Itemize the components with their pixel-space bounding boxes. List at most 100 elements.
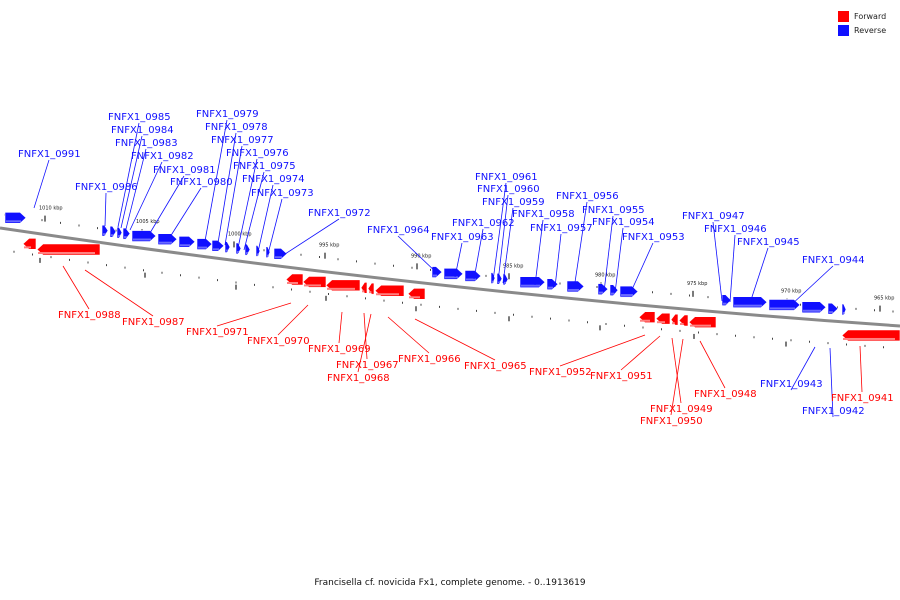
genome-backbone bbox=[0, 226, 900, 328]
gene-shade bbox=[213, 248, 219, 251]
leader-line bbox=[357, 313, 372, 373]
gene-label-fnfx1-0977[interactable]: FNFX1_0977 bbox=[211, 135, 274, 146]
leader-line bbox=[712, 221, 723, 302]
leader-line bbox=[117, 122, 140, 228]
leader-line bbox=[84, 269, 154, 317]
gene-label-fnfx1-0964[interactable]: FNFX1_0964 bbox=[367, 225, 430, 236]
leader-line bbox=[104, 192, 107, 227]
gene-label-fnfx1-0968[interactable]: FNFX1_0968 bbox=[327, 373, 390, 384]
gene-arrow-fnfx1-0968[interactable] bbox=[367, 282, 375, 295]
gene-label-fnfx1-0962[interactable]: FNFX1_0962 bbox=[452, 218, 515, 229]
leader-line bbox=[789, 265, 834, 307]
gene-label-fnfx1-0967[interactable]: FNFX1_0967 bbox=[336, 360, 399, 371]
gene-label-fnfx1-0942[interactable]: FNFX1_0942 bbox=[802, 406, 865, 417]
leader-line bbox=[129, 161, 163, 231]
leader-line bbox=[829, 347, 834, 418]
leader-line bbox=[387, 316, 430, 354]
gene-label-fnfx1-0961[interactable]: FNFX1_0961 bbox=[475, 172, 538, 183]
leader-line bbox=[729, 234, 736, 303]
gene-label-fnfx1-0982[interactable]: FNFX1_0982 bbox=[131, 151, 194, 162]
leader-line bbox=[217, 132, 237, 244]
gene-shade bbox=[680, 323, 684, 326]
leader-line bbox=[216, 302, 292, 327]
reverse-swatch bbox=[838, 24, 849, 36]
gene-arrow-fnfx1-0967[interactable] bbox=[360, 282, 368, 294]
gene-shade bbox=[734, 304, 762, 307]
gene-label-fnfx1-0954[interactable]: FNFX1_0954 bbox=[592, 217, 655, 228]
gene-label-fnfx1-0950[interactable]: FNFX1_0950 bbox=[640, 416, 703, 427]
leader-line bbox=[749, 247, 769, 304]
gene-label-fnfx1-0987[interactable]: FNFX1_0987 bbox=[122, 317, 185, 328]
tick-label: 980 kbp bbox=[595, 272, 615, 278]
gene-label-fnfx1-0946[interactable]: FNFX1_0946 bbox=[704, 224, 767, 235]
gene-label-fnfx1-0947[interactable]: FNFX1_0947 bbox=[682, 211, 745, 222]
gene-label-fnfx1-0991[interactable]: FNFX1_0991 bbox=[18, 149, 81, 160]
gene-label-fnfx1-0945[interactable]: FNFX1_0945 bbox=[737, 237, 800, 248]
gene-shade bbox=[24, 246, 31, 249]
gene-label-fnfx1-0944[interactable]: FNFX1_0944 bbox=[802, 255, 865, 266]
gene-label-fnfx1-0976[interactable]: FNFX1_0976 bbox=[226, 148, 289, 159]
gene-label-fnfx1-0981[interactable]: FNFX1_0981 bbox=[153, 165, 216, 176]
gene-shade bbox=[198, 246, 207, 249]
leader-line bbox=[620, 335, 661, 371]
gene-arrow-fnfx1-0950[interactable] bbox=[678, 314, 689, 327]
leader-line bbox=[169, 187, 202, 238]
leader-line bbox=[603, 215, 614, 293]
gene-label-fnfx1-0957[interactable]: FNFX1_0957 bbox=[530, 223, 593, 234]
forward-swatch bbox=[838, 10, 849, 22]
gene-shade bbox=[159, 241, 172, 244]
gene-label-fnfx1-0948[interactable]: FNFX1_0948 bbox=[694, 389, 757, 400]
gene-label-fnfx1-0951[interactable]: FNFX1_0951 bbox=[590, 371, 653, 382]
gene-label-fnfx1-0988[interactable]: FNFX1_0988 bbox=[58, 310, 121, 321]
leader-line bbox=[363, 312, 368, 360]
gene-label-fnfx1-0973[interactable]: FNFX1_0973 bbox=[251, 188, 314, 199]
gene-label-fnfx1-0971[interactable]: FNFX1_0971 bbox=[186, 327, 249, 338]
leader-line bbox=[397, 235, 439, 275]
gene-label-fnfx1-0986[interactable]: FNFX1_0986 bbox=[75, 182, 138, 193]
gene-label-fnfx1-0985[interactable]: FNFX1_0985 bbox=[108, 112, 171, 123]
gene-label-fnfx1-0959[interactable]: FNFX1_0959 bbox=[482, 197, 545, 208]
leader-line bbox=[120, 135, 143, 229]
label-leaders bbox=[33, 119, 863, 418]
gene-label-fnfx1-0975[interactable]: FNFX1_0975 bbox=[233, 161, 296, 172]
leader-line bbox=[859, 345, 863, 393]
gene-shade bbox=[521, 284, 540, 287]
gene-shade bbox=[237, 250, 239, 253]
gene-label-fnfx1-0970[interactable]: FNFX1_0970 bbox=[247, 336, 310, 347]
gene-label-fnfx1-0952[interactable]: FNFX1_0952 bbox=[529, 367, 592, 378]
leader-line bbox=[554, 233, 562, 288]
leader-line bbox=[670, 338, 684, 416]
gene-label-fnfx1-0979[interactable]: FNFX1_0979 bbox=[196, 109, 259, 120]
leader-line bbox=[454, 242, 463, 278]
gene-label-fnfx1-0965[interactable]: FNFX1_0965 bbox=[464, 361, 527, 372]
gene-arrow-fnfx1-0949[interactable] bbox=[670, 313, 679, 326]
leader-line bbox=[267, 198, 283, 255]
gene-label-fnfx1-0943[interactable]: FNFX1_0943 bbox=[760, 379, 823, 390]
gene-label-fnfx1-0984[interactable]: FNFX1_0984 bbox=[111, 125, 174, 136]
gene-label-fnfx1-0972[interactable]: FNFX1_0972 bbox=[308, 208, 371, 219]
gene-shade bbox=[304, 284, 321, 287]
gene-label-fnfx1-0983[interactable]: FNFX1_0983 bbox=[115, 138, 178, 149]
gene-shade bbox=[369, 291, 372, 294]
gene-label-fnfx1-0963[interactable]: FNFX1_0963 bbox=[431, 232, 494, 243]
gene-label-fnfx1-0956[interactable]: FNFX1_0956 bbox=[556, 191, 619, 202]
gene-label-fnfx1-0949[interactable]: FNFX1_0949 bbox=[650, 404, 713, 415]
gene-label-fnfx1-0953[interactable]: FNFX1_0953 bbox=[622, 232, 685, 243]
gene-label-fnfx1-0955[interactable]: FNFX1_0955 bbox=[582, 205, 645, 216]
gene-shade bbox=[275, 256, 282, 259]
gene-label-fnfx1-0980[interactable]: FNFX1_0980 bbox=[170, 177, 233, 188]
gene-label-fnfx1-0969[interactable]: FNFX1_0969 bbox=[308, 344, 371, 355]
leader-line bbox=[338, 311, 343, 344]
gene-shade bbox=[409, 296, 420, 299]
gene-shade bbox=[723, 302, 727, 305]
gene-label-fnfx1-0958[interactable]: FNFX1_0958 bbox=[512, 209, 575, 220]
gene-label-fnfx1-0966[interactable]: FNFX1_0966 bbox=[398, 354, 461, 365]
gene-label-fnfx1-0960[interactable]: FNFX1_0960 bbox=[477, 184, 540, 195]
leader-line bbox=[790, 346, 816, 391]
leader-line bbox=[243, 171, 265, 251]
gene-label-fnfx1-0941[interactable]: FNFX1_0941 bbox=[831, 393, 894, 404]
gene-label-fnfx1-0974[interactable]: FNFX1_0974 bbox=[242, 174, 305, 185]
gene-label-fnfx1-0978[interactable]: FNFX1_0978 bbox=[205, 122, 268, 133]
gene-shade bbox=[111, 234, 114, 237]
